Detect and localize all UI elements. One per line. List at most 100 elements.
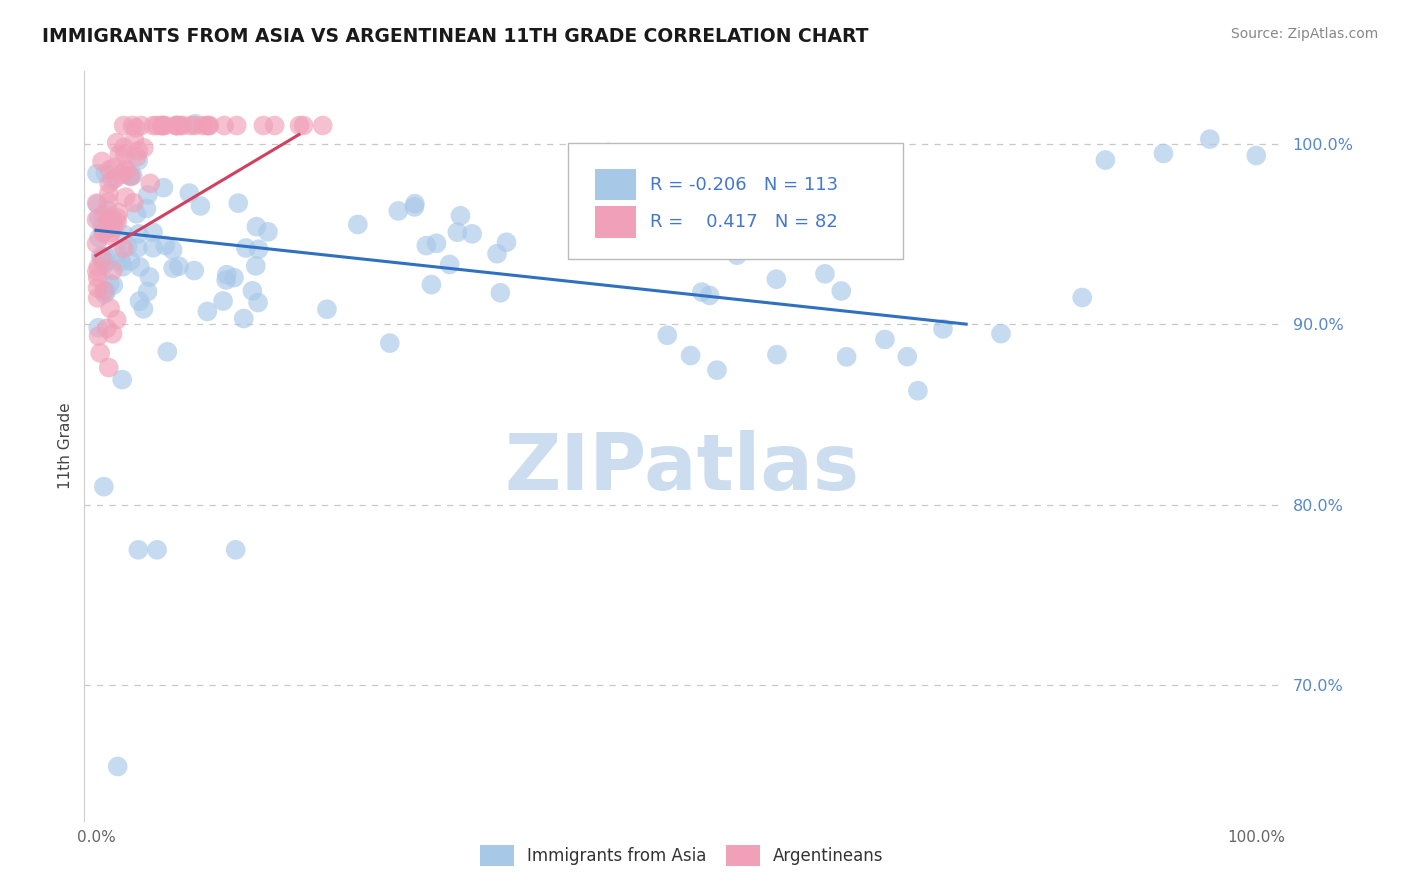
Text: IMMIGRANTS FROM ASIA VS ARGENTINEAN 11TH GRADE CORRELATION CHART: IMMIGRANTS FROM ASIA VS ARGENTINEAN 11TH…: [42, 27, 869, 45]
Point: [288, 119, 311, 133]
Point: [835, 350, 858, 364]
Point: [690, 285, 713, 299]
Point: [1152, 146, 1174, 161]
Point: [449, 209, 471, 223]
Point: [215, 273, 238, 287]
Point: [112, 140, 135, 154]
Point: [93, 286, 115, 301]
Point: [183, 263, 205, 277]
Point: [90, 252, 112, 266]
Point: [86, 281, 108, 295]
Point: [425, 236, 447, 251]
Point: [101, 219, 124, 234]
Point: [121, 168, 143, 182]
Point: [101, 214, 124, 228]
Point: [86, 196, 108, 211]
Point: [100, 226, 122, 240]
Point: [222, 270, 245, 285]
Point: [114, 148, 136, 162]
Point: [152, 180, 174, 194]
Point: [212, 293, 235, 308]
Point: [132, 141, 155, 155]
Point: [179, 186, 201, 200]
Point: [107, 205, 129, 219]
Point: [86, 197, 108, 211]
Point: [103, 218, 125, 232]
Point: [93, 225, 115, 239]
Point: [97, 194, 120, 209]
Point: [932, 322, 955, 336]
Point: [495, 235, 517, 250]
Point: [603, 217, 626, 231]
Point: [105, 312, 128, 326]
Point: [105, 216, 128, 230]
FancyBboxPatch shape: [568, 143, 903, 259]
FancyBboxPatch shape: [595, 169, 637, 200]
Point: [94, 255, 117, 269]
Point: [1071, 291, 1094, 305]
Point: [245, 259, 267, 273]
Point: [257, 225, 280, 239]
Point: [111, 373, 134, 387]
Point: [96, 321, 118, 335]
Point: [87, 271, 110, 285]
Point: [96, 202, 118, 217]
Point: [657, 328, 679, 343]
FancyBboxPatch shape: [595, 206, 637, 237]
Point: [97, 186, 120, 201]
Point: [87, 231, 110, 245]
Point: [347, 218, 370, 232]
Text: Source: ZipAtlas.com: Source: ZipAtlas.com: [1230, 27, 1378, 41]
Point: [180, 119, 202, 133]
Point: [198, 119, 221, 133]
Point: [990, 326, 1012, 341]
Point: [162, 243, 184, 257]
Point: [679, 349, 702, 363]
Point: [129, 119, 152, 133]
Point: [105, 211, 128, 225]
Point: [112, 119, 135, 133]
Point: [86, 167, 108, 181]
Point: [124, 133, 146, 147]
Text: ZIPatlas: ZIPatlas: [505, 431, 859, 507]
Point: [142, 225, 165, 239]
Point: [312, 119, 335, 133]
Point: [1244, 148, 1267, 162]
Point: [100, 211, 122, 226]
Point: [1198, 132, 1220, 146]
Point: [245, 219, 267, 234]
Point: [120, 253, 142, 268]
Point: [765, 272, 787, 286]
Point: [87, 320, 110, 334]
Point: [814, 267, 837, 281]
Point: [108, 147, 131, 161]
Point: [212, 119, 235, 133]
Point: [132, 301, 155, 316]
Point: [1094, 153, 1116, 167]
Point: [117, 239, 139, 253]
Point: [86, 236, 108, 251]
Point: [93, 284, 115, 298]
Point: [101, 213, 124, 227]
Point: [242, 284, 264, 298]
Point: [112, 242, 135, 256]
Point: [156, 344, 179, 359]
Point: [907, 384, 929, 398]
Point: [91, 226, 114, 240]
Point: [89, 346, 111, 360]
Point: [142, 241, 165, 255]
Point: [128, 227, 150, 241]
Point: [97, 212, 120, 227]
Point: [86, 264, 108, 278]
Point: [98, 228, 121, 243]
Point: [101, 263, 124, 277]
Point: [128, 294, 150, 309]
Point: [114, 190, 136, 204]
Point: [96, 285, 118, 299]
Point: [172, 119, 194, 133]
Point: [420, 277, 443, 292]
Point: [127, 542, 149, 557]
Point: [766, 348, 789, 362]
Point: [404, 196, 426, 211]
Text: R =    0.417   N = 82: R = 0.417 N = 82: [650, 213, 838, 231]
